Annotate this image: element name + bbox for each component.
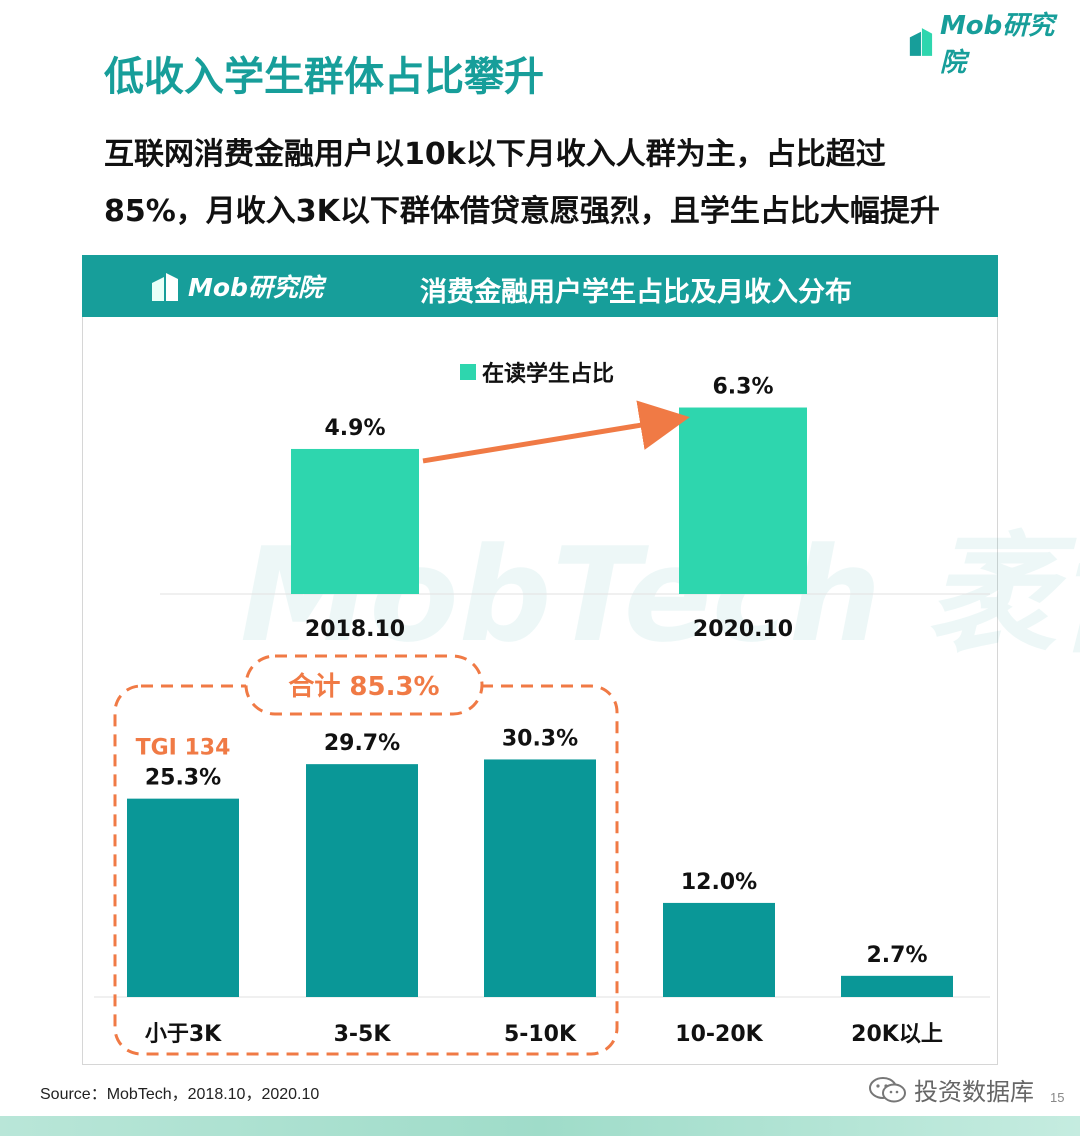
x-tick-label: 5-10K: [504, 1022, 577, 1047]
building-icon: [909, 28, 933, 56]
wechat-icon: [869, 1076, 906, 1102]
bar: [679, 407, 807, 594]
x-tick-label: 2020.10: [693, 617, 793, 642]
panel-logo-text: Mob研究院: [188, 273, 323, 302]
brand-logo: Mob研究院: [908, 11, 1080, 78]
bar: [663, 902, 775, 997]
bar: [841, 975, 953, 997]
bar: [484, 759, 596, 997]
x-tick-label: 10-20K: [675, 1022, 763, 1047]
legend-swatch: [460, 364, 476, 380]
student-share-chart: 在读学生占比 4.9% 2018.10 6.3% 2020.10: [160, 361, 990, 642]
building-icon: [152, 273, 178, 301]
x-tick-label: 20K以上: [851, 1022, 943, 1047]
brand-logo-text: Mob研究院: [939, 11, 1055, 78]
data-label: 4.9%: [324, 416, 385, 441]
group-label-pill: [244, 654, 484, 716]
data-label: 12.0%: [681, 870, 757, 895]
x-tick-label: 2018.10: [305, 617, 405, 642]
tgi-label: TGI 134: [136, 736, 231, 761]
chart-panel-header: [82, 255, 998, 317]
page-number: 15: [1050, 1090, 1065, 1105]
data-label: 29.7%: [324, 731, 400, 756]
data-label: 30.3%: [502, 726, 578, 751]
data-label: 25.3%: [145, 766, 221, 791]
x-tick-label: 小于3K: [145, 1022, 222, 1047]
page-title: 低收入学生群体占比攀升: [104, 54, 544, 100]
wechat-label: 投资数据库: [914, 1078, 1034, 1106]
group-label: 合计 85.3%: [288, 671, 439, 702]
wechat-account: 投资数据库: [868, 1072, 1034, 1107]
x-tick-label: 3-5K: [334, 1022, 392, 1047]
subtitle-line-2: 85%，月收入3K以下群体借贷意愿强烈，且学生占比大幅提升: [104, 194, 940, 229]
page-subtitle: 互联网消费金融用户以10k以下月收入人群为主，占比超过 85%，月收入3K以下群…: [104, 126, 1004, 240]
income-distribution-chart: 合计 85.3% 25.3% 小于3K TGI 134 29.7% 3-5K 30.3% 5-…: [94, 654, 990, 1056]
data-label: 2.7%: [866, 943, 927, 968]
legend-label: 在读学生占比: [482, 361, 614, 387]
panel-logo: Mob研究院: [150, 268, 323, 304]
bar: [291, 448, 419, 594]
bar: [306, 764, 418, 997]
bar: [127, 798, 239, 997]
data-label: 6.3%: [712, 375, 773, 400]
subtitle-line-1: 互联网消费金融用户以10k以下月收入人群为主，占比超过: [104, 137, 886, 172]
footer-stripe: [0, 1116, 1080, 1136]
chart-title: 消费金融用户学生占比及月收入分布: [420, 277, 852, 308]
growth-arrow: [422, 400, 690, 464]
source-note: Source：MobTech，2018.10，2020.10: [40, 1086, 320, 1103]
